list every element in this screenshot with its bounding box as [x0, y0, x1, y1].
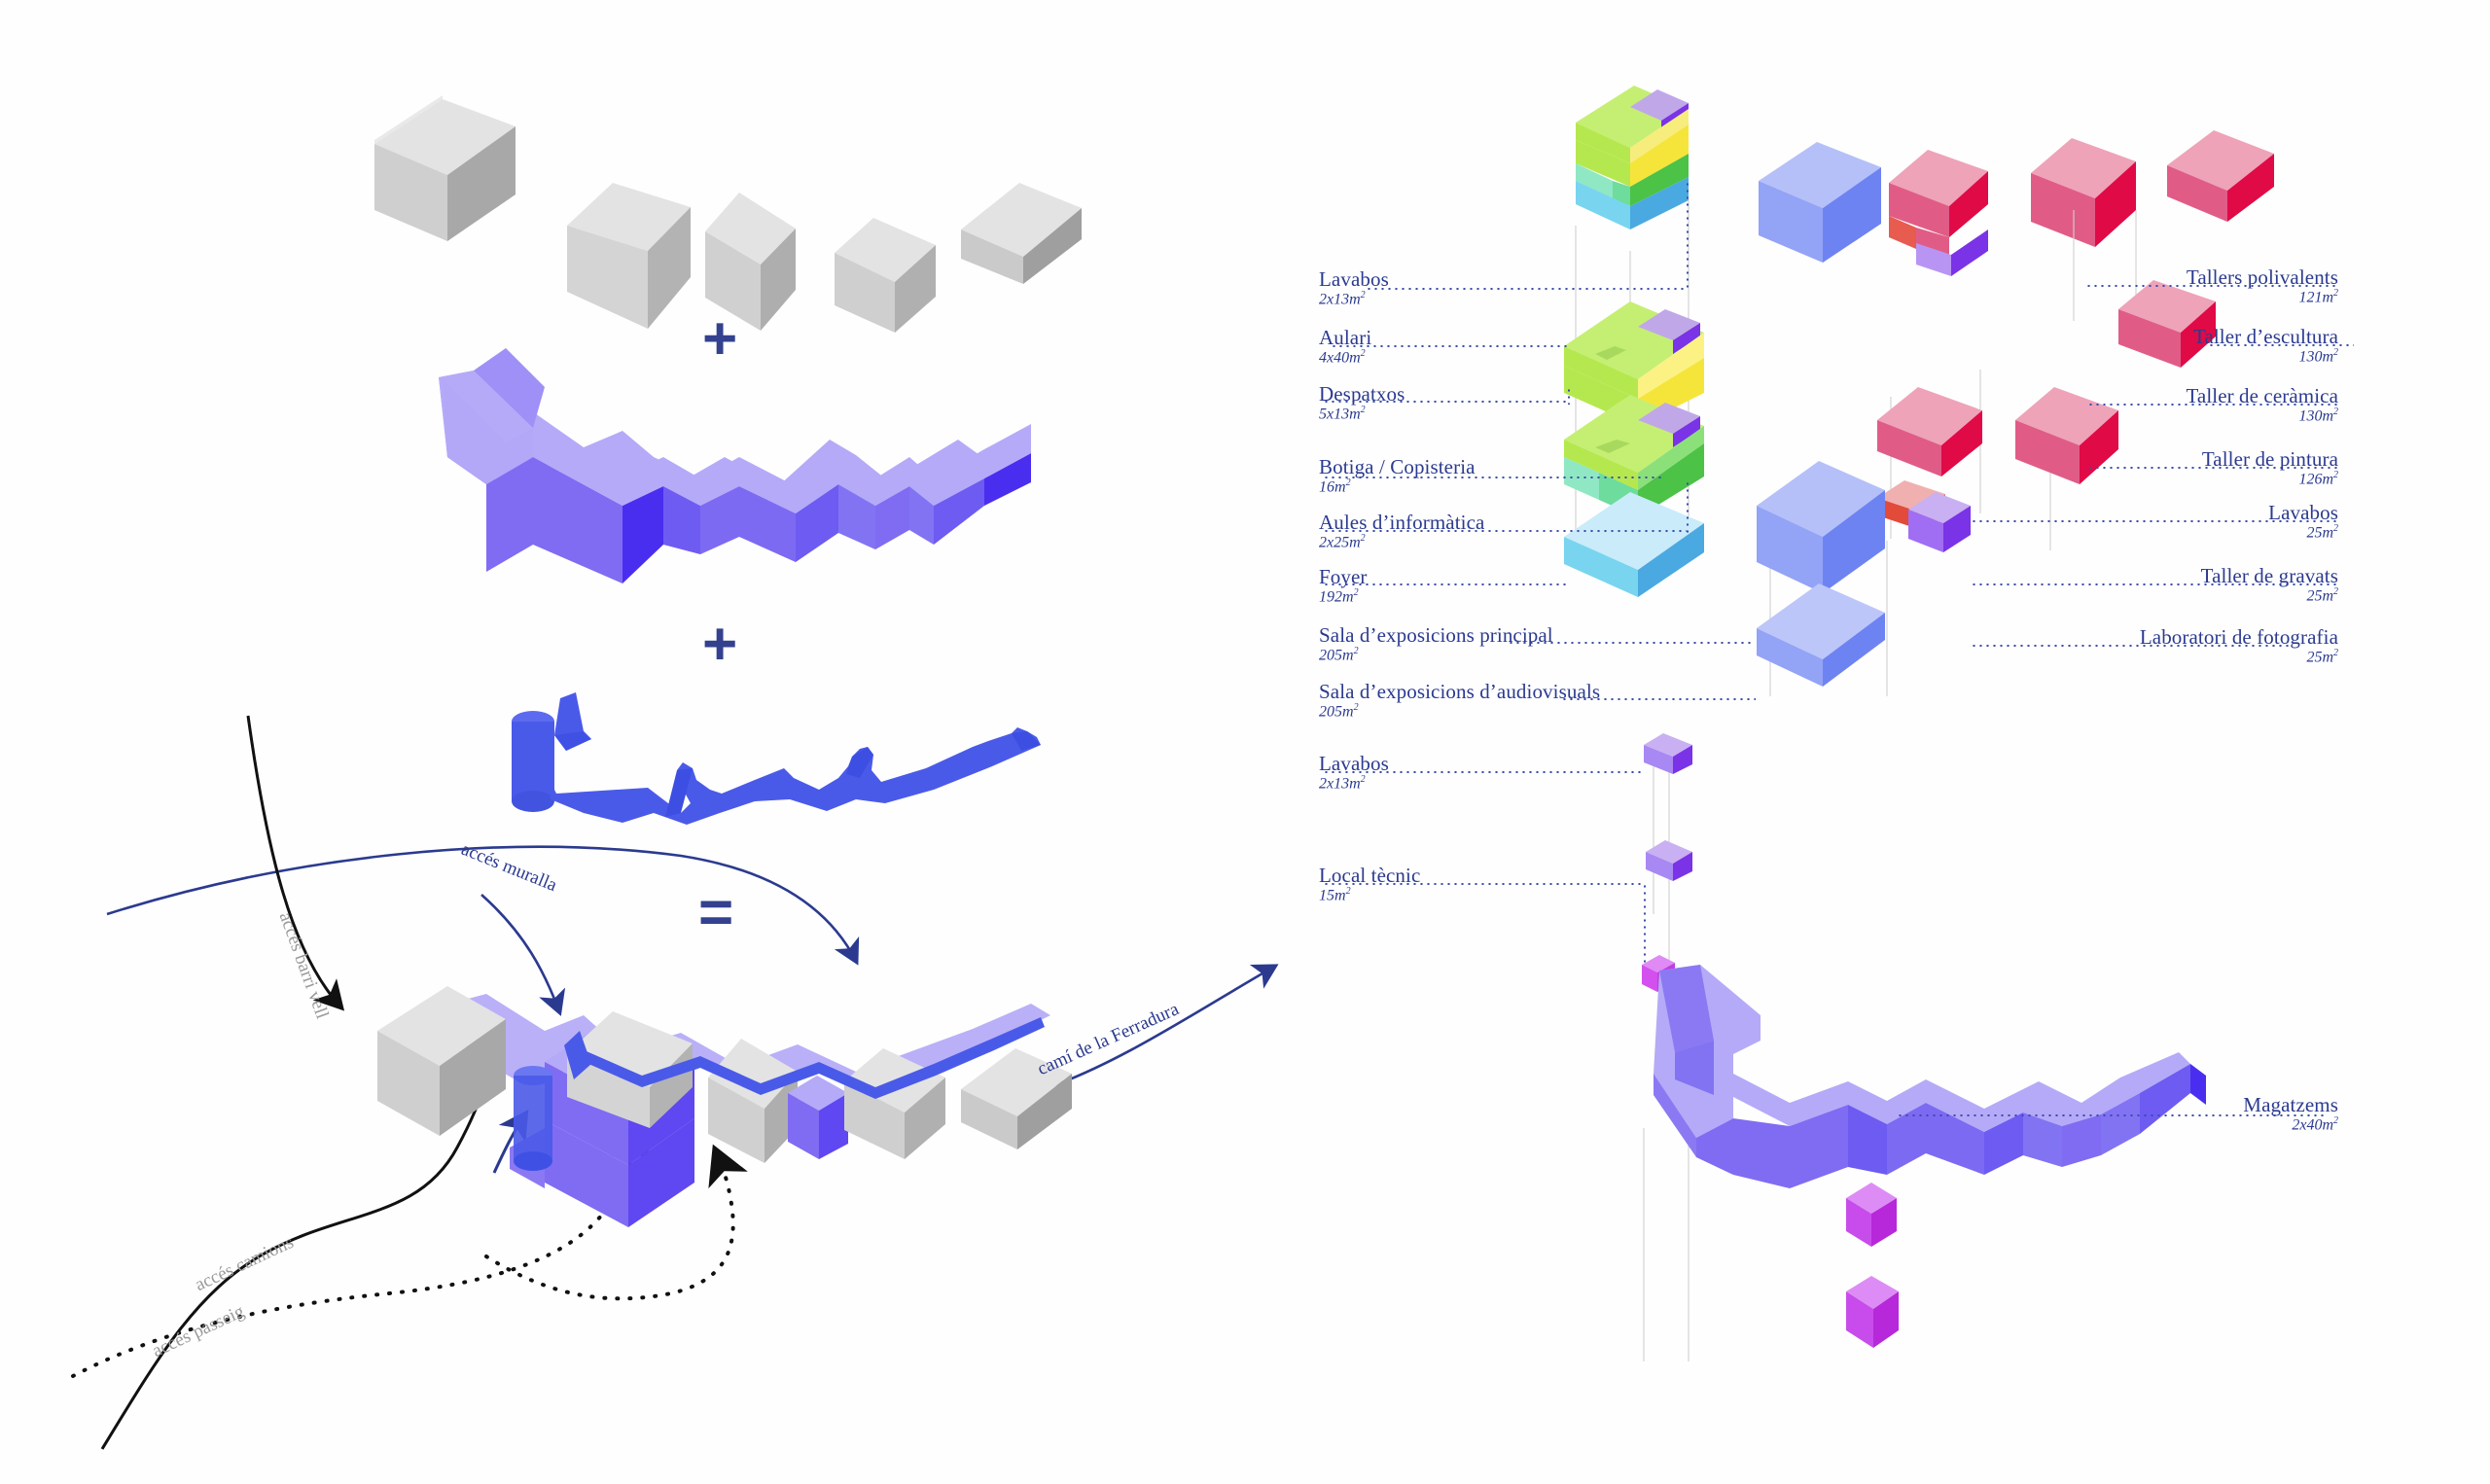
label-area: 205m2: [1319, 702, 1359, 721]
composite-cylinder: [514, 1066, 552, 1171]
massing-volumes-row: [374, 95, 1082, 333]
exploded-service-stack: [1877, 480, 1971, 552]
operator-plus-1: +: [702, 305, 738, 372]
composite-mass-5: [961, 1048, 1072, 1149]
label-laboratori-fotografia: Laboratori de fotografia 25m2: [2021, 627, 2338, 665]
exploded-slab-mid: [1564, 395, 1704, 517]
label-lavabos-3: Lavabos 25m2: [2068, 503, 2338, 541]
label-name: Lavabos: [1319, 752, 1389, 775]
label-area: 2x13m2: [1319, 774, 1366, 793]
label-area: 192m2: [1319, 587, 1359, 606]
label-area: 16m2: [1319, 477, 1351, 496]
label-aulari: Aulari 4x40m2: [1319, 328, 1371, 366]
label-name: Laboratori de fotografia: [2139, 625, 2338, 649]
leader-lavabos-1: [1366, 288, 1687, 290]
label-area: 15m2: [1319, 886, 1351, 904]
program-color-stack: [1576, 86, 1689, 230]
exploded-magatzems-blocks: [1846, 1183, 1899, 1348]
label-name: Aulari: [1319, 326, 1372, 349]
label-area: 2x13m2: [1319, 290, 1366, 308]
label-area: 2x25m2: [1319, 533, 1366, 551]
label-area: 25m2: [2306, 586, 2338, 605]
leader-despatxos-v: [1568, 387, 1570, 405]
label-area: 25m2: [2306, 648, 2338, 666]
label-local-tecnic: Local tècnic 15m2: [1319, 866, 1420, 903]
mass-block-2: [567, 183, 691, 329]
label-despatxos: Despatxos 5x13m2: [1319, 384, 1405, 422]
exploded-blue-cube-top: [1759, 142, 1881, 263]
label-magatzems: Magatzems 2x40m2: [2068, 1095, 2338, 1133]
label-name: Sala d’exposicions d’audiovisuals: [1319, 680, 1601, 703]
leader-local-tecnic-v: [1644, 883, 1646, 967]
exploded-blue-slab: [1757, 583, 1885, 687]
exploded-blue-mid: [1757, 461, 1885, 593]
label-name: Local tècnic: [1319, 864, 1421, 887]
mass-block-5: [961, 183, 1082, 284]
exploded-pink-mid: [1877, 280, 2216, 484]
label-area: 121m2: [2298, 288, 2338, 306]
label-taller-escultura: Taller d’escultura 130m2: [2068, 327, 2338, 365]
circulation-path-3d: [512, 692, 1041, 825]
label-name: Aules d’informàtica: [1319, 511, 1485, 534]
label-name: Taller de pintura: [2201, 447, 2338, 471]
label-area: 4x40m2: [1319, 348, 1366, 367]
exploded-slab-foyer: [1564, 492, 1704, 597]
label-taller-ceramica: Taller de ceràmica 130m2: [2068, 386, 2338, 424]
label-name: Tallers polivalents: [2186, 265, 2338, 289]
label-lavabos-2: Lavabos 2x13m2: [1319, 754, 1389, 792]
label-area: 5x13m2: [1319, 405, 1366, 423]
leader-lavabos-1-v: [1687, 181, 1689, 290]
composite-purple-connector: [788, 1076, 848, 1159]
label-area: 205m2: [1319, 646, 1359, 664]
operator-plus-2: +: [702, 611, 738, 678]
label-area: 130m2: [2298, 347, 2338, 366]
label-name: Taller d’escultura: [2192, 325, 2338, 348]
label-tallers-polivalents: Tallers polivalents 121m2: [2068, 267, 2338, 305]
label-taller-gravats: Taller de gravats 25m2: [2068, 566, 2338, 604]
mass-block-3: [705, 193, 796, 331]
label-sala-principal: Sala d’exposicions principal 205m2: [1319, 625, 1553, 663]
exploded-pink-row: [1889, 130, 2274, 276]
label-area: 2x40m2: [2292, 1115, 2338, 1134]
ribbon-slab: [439, 348, 1031, 583]
label-name: Foyer: [1319, 565, 1368, 588]
label-name: Lavabos: [2268, 501, 2338, 524]
label-name: Sala d’exposicions principal: [1319, 623, 1553, 647]
label-name: Lavabos: [1319, 267, 1389, 291]
label-lavabos-1: Lavabos 2x13m2: [1319, 269, 1389, 307]
exploded-ribbon-model: [1654, 965, 2206, 1188]
label-name: Taller de gravats: [2200, 564, 2338, 587]
leader-aules-info-v: [1687, 480, 1689, 533]
label-name: Botiga / Copisteria: [1319, 455, 1476, 478]
composite-site-model: [71, 715, 1279, 1450]
composite-mass-1: [377, 986, 506, 1136]
label-foyer: Foyer 192m2: [1319, 567, 1368, 605]
exploded-slab-upper: [1564, 301, 1704, 426]
operator-equals: =: [698, 879, 734, 946]
label-botiga-copisteria: Botiga / Copisteria 16m2: [1319, 457, 1476, 495]
label-aules-informatica: Aules d’informàtica 2x25m2: [1319, 512, 1484, 550]
label-name: Taller de ceràmica: [2186, 384, 2338, 407]
label-area: 126m2: [2298, 470, 2338, 488]
mass-block-4: [835, 218, 936, 333]
label-taller-pintura: Taller de pintura 126m2: [2068, 449, 2338, 487]
label-area: 25m2: [2306, 523, 2338, 542]
label-sala-audiovisuals: Sala d’exposicions d’audiovisuals 205m2: [1319, 682, 1600, 720]
label-name: Despatxos: [1319, 382, 1405, 406]
exploded-violet-blocks: [1642, 733, 1692, 992]
label-name: Magatzems: [2243, 1093, 2338, 1116]
label-area: 130m2: [2298, 406, 2338, 425]
mass-block-1: [374, 95, 516, 241]
